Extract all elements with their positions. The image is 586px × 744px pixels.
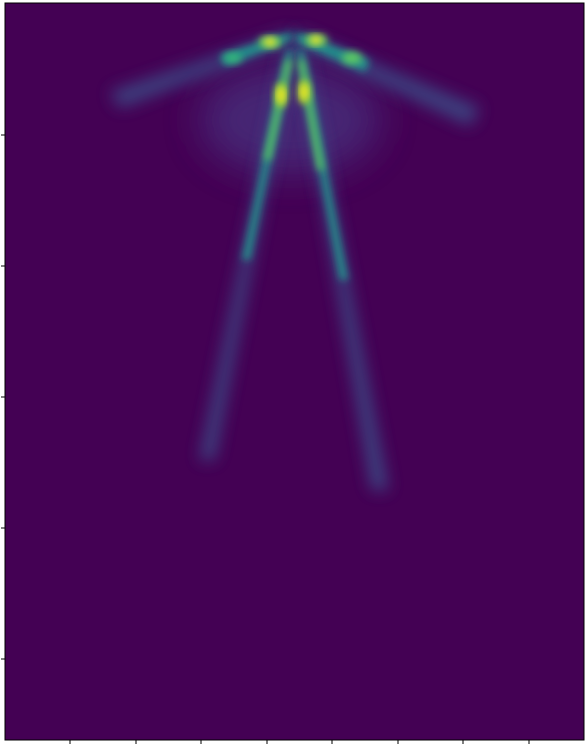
y-ticks — [1, 134, 5, 660]
intensity — [110, 30, 480, 490]
x-ticks — [69, 740, 530, 744]
frame — [4, 2, 585, 741]
